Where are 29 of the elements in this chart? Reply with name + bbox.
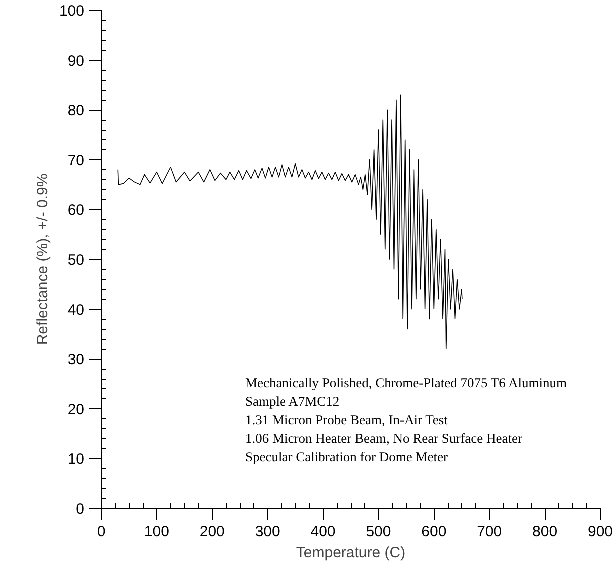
- y-tick-label: 50: [68, 252, 85, 269]
- x-tick-label: 500: [366, 524, 392, 540]
- x-tick-label: 300: [255, 524, 280, 540]
- x-tick-label: 0: [97, 524, 106, 540]
- x-tick-label: 100: [144, 524, 170, 540]
- y-tick-label: 90: [68, 52, 85, 70]
- y-tick-label: 20: [68, 401, 85, 418]
- x-tick-label: 900: [588, 524, 614, 540]
- y-tick-label: 80: [68, 102, 85, 120]
- x-tick-label: 600: [422, 524, 447, 540]
- annotation: 1.31 Micron Probe Beam, In-Air Test: [246, 412, 448, 428]
- y-tick-label: 100: [59, 3, 85, 20]
- y-tick-label: 30: [68, 352, 85, 369]
- y-tick-label: 60: [68, 202, 85, 220]
- y-tick-label: 0: [76, 501, 84, 518]
- annotation: Mechanically Polished, Chrome-Plated 7075 T6 Aluminum: [246, 376, 568, 390]
- x-tick-label: 800: [532, 524, 558, 540]
- y-tick-label: 10: [68, 451, 85, 468]
- annotation: 1.06 Micron Heater Beam, No Rear Surface Heater: [246, 431, 524, 446]
- annotation: Sample A7MC12: [246, 394, 340, 409]
- x-tick-label: 700: [477, 524, 502, 540]
- y-tick-label: 40: [68, 302, 85, 319]
- y-axis-title: Reflectance (%), +/- 0.9%: [34, 174, 52, 346]
- x-axis-title: Temperature (C): [296, 544, 406, 562]
- line-series: [118, 94, 463, 350]
- x-tick-label: 400: [310, 524, 336, 540]
- annotation: Specular Calibration for Dome Meter: [246, 450, 448, 464]
- y-tick-label: 70: [68, 152, 85, 170]
- x-tick-label: 200: [200, 524, 225, 540]
